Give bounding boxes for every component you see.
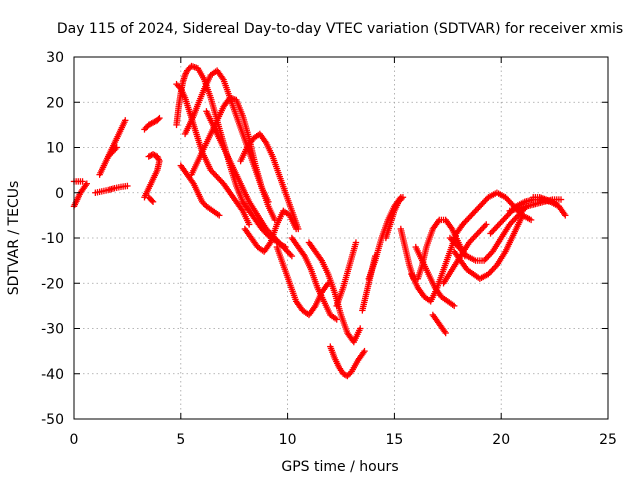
data-point (442, 329, 449, 337)
data-point (357, 325, 364, 332)
y-tick-label: -30 (41, 322, 64, 338)
y-tick-label: 20 (46, 95, 64, 111)
data-point (155, 116, 162, 123)
data-point (83, 180, 91, 187)
data-point (562, 212, 569, 219)
x-tick-label: 10 (279, 432, 297, 448)
data-point (122, 117, 129, 124)
x-tick-label: 20 (492, 432, 510, 448)
data-point (113, 144, 120, 151)
x-axis-label: GPS time / hours (281, 459, 398, 475)
data-point (156, 114, 163, 122)
y-tick-label: -10 (41, 231, 64, 247)
y-tick-label: 30 (46, 50, 64, 66)
data-point (483, 221, 490, 228)
data-point (451, 302, 458, 310)
data-point (216, 212, 223, 219)
data-point (292, 225, 300, 233)
data-point (124, 182, 131, 190)
y-axis-label: SDTVAR / TECUs (6, 181, 22, 296)
axes-ticks: 0 5 10 15 20 25 -50 -40 -30 -20 -10 0 10 20 30 (41, 50, 617, 448)
y-tick-label: 0 (55, 186, 64, 202)
data-point (145, 153, 152, 160)
data-point (361, 347, 368, 355)
data-point (146, 152, 154, 159)
x-tick-label: 0 (70, 432, 79, 448)
chart-title: Day 115 of 2024, Sidereal Day-to-day VTE… (57, 21, 623, 37)
data-point (333, 316, 340, 323)
data-point (342, 372, 350, 379)
data-point (148, 197, 156, 204)
y-tick-label: 10 (46, 141, 64, 157)
x-tick-label: 5 (176, 432, 185, 448)
data-point (527, 216, 535, 224)
data-point (245, 221, 253, 228)
y-tick-label: -40 (41, 367, 64, 383)
x-tick-label: 15 (385, 432, 403, 448)
x-tick-label: 25 (599, 432, 617, 448)
data-point (288, 252, 296, 260)
y-tick-label: -50 (41, 412, 64, 428)
data-point (79, 178, 86, 185)
data-point (399, 194, 407, 201)
data-layer (70, 62, 569, 380)
data-point (557, 196, 565, 203)
data-point (149, 198, 157, 205)
y-tick-label: -20 (41, 276, 64, 292)
data-point (352, 239, 360, 246)
